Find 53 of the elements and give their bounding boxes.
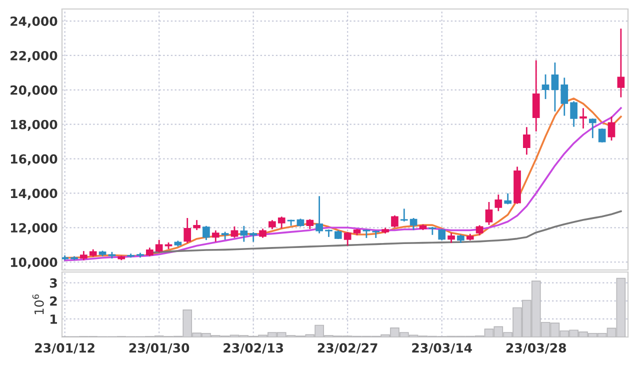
candlestick: [391, 215, 398, 228]
y-tick-label: 12,000: [11, 223, 58, 234]
candlestick: [438, 229, 446, 240]
candlestick: [523, 127, 530, 155]
candlestick: [542, 74, 550, 100]
candlestick: [230, 226, 238, 238]
x-tick-label: 23/01/12: [35, 343, 94, 354]
x-tick-label: 23/02/27: [318, 343, 378, 354]
y-tick-label: 14,000: [11, 188, 58, 200]
candlestick: [372, 230, 380, 238]
x-tick-label: 23/03/14: [412, 343, 472, 354]
candlestick: [155, 240, 163, 252]
candlestick: [560, 78, 568, 116]
candlestick: [598, 128, 606, 142]
y-tick-label: 10,000: [11, 258, 58, 269]
candlestick: [532, 60, 540, 132]
candlestick: [551, 62, 559, 112]
candlestick: [250, 232, 258, 242]
candlestick: [316, 196, 323, 234]
x-tick-label: 23/01/30: [129, 343, 190, 354]
x-tick-label: 23/02/13: [224, 343, 283, 354]
candlestick: [278, 216, 286, 228]
candlestick: [428, 226, 436, 235]
candlestick: [410, 218, 418, 230]
candlestick: [617, 28, 625, 98]
y-tick-label: 22,000: [10, 50, 58, 62]
candlestick: [127, 254, 134, 258]
candlestick: [136, 252, 144, 258]
candlestick: [240, 226, 248, 242]
y-axis-title: 10$^{6}$: [32, 294, 44, 314]
candlestick: [325, 230, 332, 237]
candlestick: [202, 226, 210, 240]
candlestick: [212, 230, 220, 242]
candlestick: [400, 208, 408, 222]
y-tick-label: 2: [50, 296, 57, 306]
y-tick-label: 20,000: [10, 85, 58, 96]
candlestick: [588, 118, 596, 138]
candlestick: [485, 202, 493, 225]
y-tick-label: 18,000: [11, 120, 58, 131]
y-tick-label: 1: [50, 314, 57, 324]
candlestick: [504, 193, 512, 204]
candlestick: [570, 101, 578, 127]
candlestick: [221, 232, 229, 240]
candlestick: [184, 218, 192, 243]
y-tick-label: 16,000: [11, 154, 58, 166]
candlestick: [362, 230, 370, 238]
candlestick: [494, 194, 502, 212]
candlestick: [580, 108, 587, 128]
y-tick-label: 24,000: [10, 16, 58, 28]
candlestick: [344, 232, 352, 246]
x-tick-label: 23/03/28: [506, 343, 566, 354]
candlestick: [608, 116, 616, 141]
y-tick-label: 3: [50, 278, 57, 288]
